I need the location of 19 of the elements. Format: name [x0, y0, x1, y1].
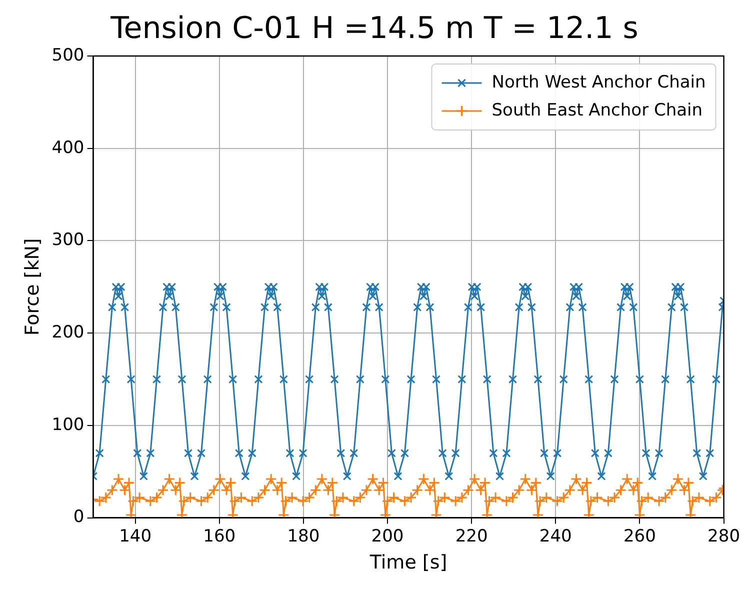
chart-title: Tension C-01 H =14.5 m T = 12.1 s: [110, 10, 638, 46]
legend-label: North West Anchor Chain: [492, 72, 706, 92]
x-tick-label: 240: [539, 526, 572, 546]
x-axis-title: Time [s]: [368, 552, 448, 574]
x-tick-label: 180: [287, 526, 320, 546]
x-tick-label: 160: [203, 526, 236, 546]
x-tick-label: 200: [371, 526, 404, 546]
x-tick-label: 220: [455, 526, 488, 546]
legend-label: South East Anchor Chain: [492, 100, 703, 120]
y-axis-title: Force [kN]: [21, 238, 44, 336]
y-tick-label: 0: [73, 507, 84, 528]
y-tick-label: 500: [52, 45, 84, 66]
y-tick-label: 300: [52, 230, 84, 250]
y-tick-label: 200: [52, 322, 84, 342]
x-tick-label: 260: [623, 526, 656, 546]
x-tick-label: 280: [708, 526, 740, 546]
y-tick-label: 400: [52, 138, 84, 158]
y-tick-label: 100: [52, 414, 84, 435]
x-tick-label: 140: [119, 526, 152, 546]
